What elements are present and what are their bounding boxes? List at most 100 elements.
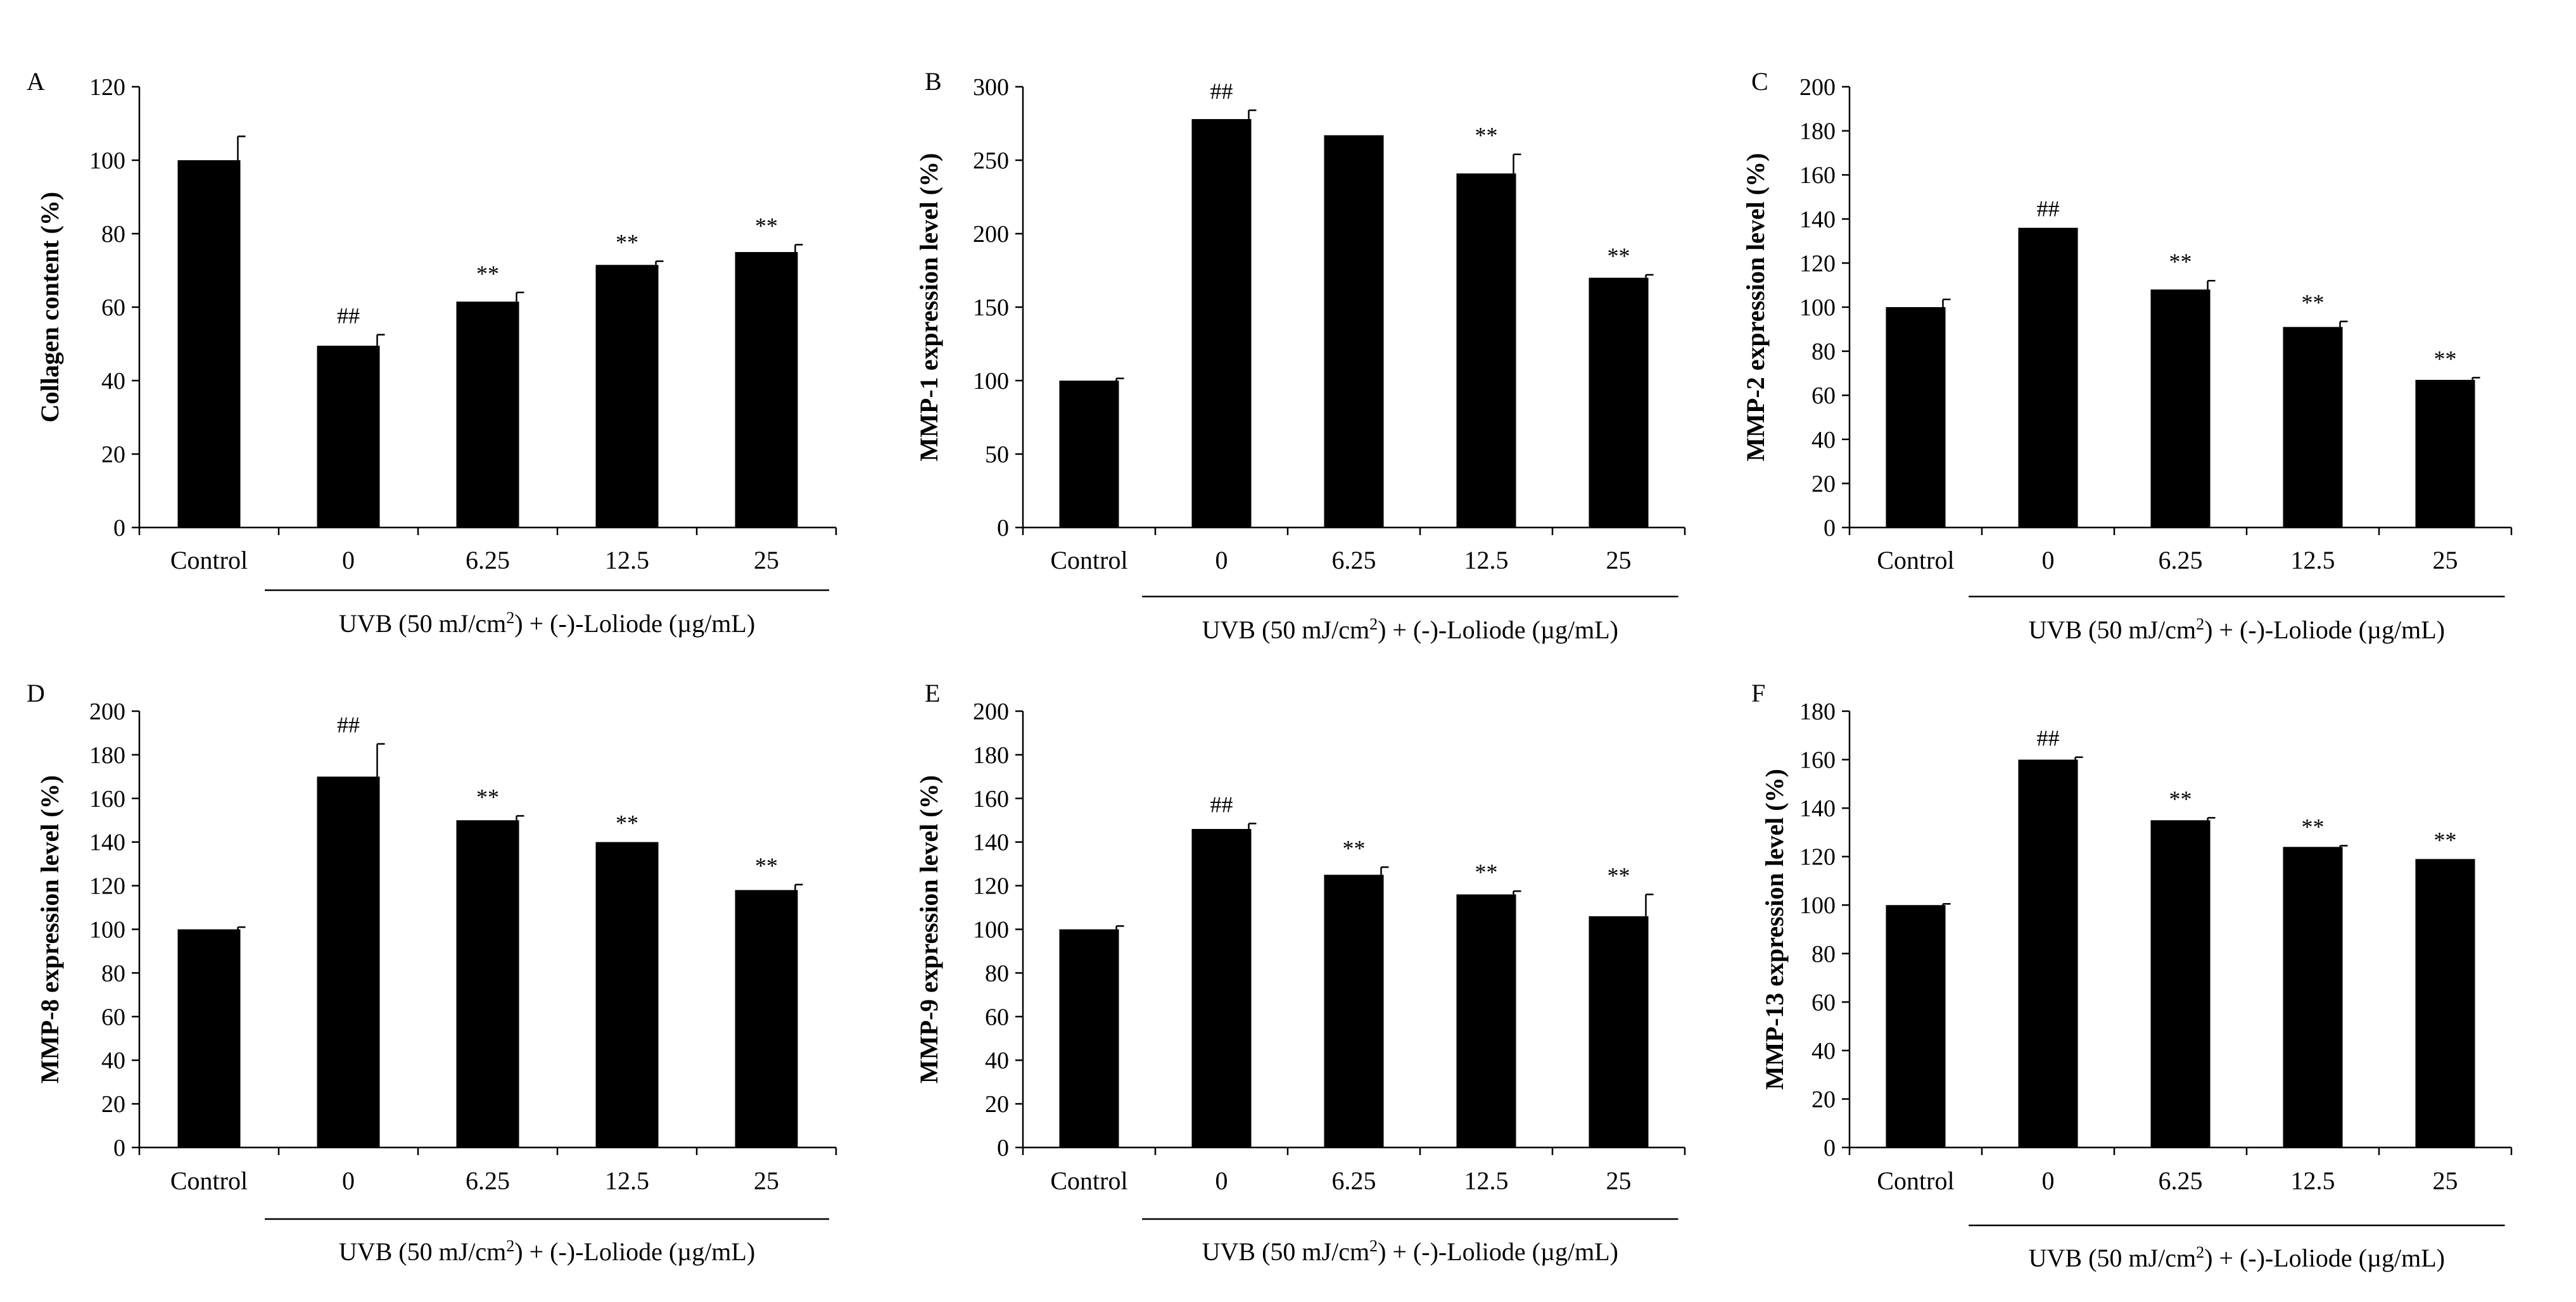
y-tick-label-e: 200 — [973, 698, 1009, 725]
x-tick-label-a-2: 6.25 — [466, 546, 510, 574]
x-tick-label-b-3: 12.5 — [1464, 546, 1509, 574]
y-tick-label-c: 0 — [1824, 515, 1836, 541]
y-axis-label-f: MMP-13 expression level (%) — [1760, 769, 1789, 1090]
y-tick-label-b: 300 — [973, 74, 1009, 101]
y-tick-label-a: 0 — [113, 515, 125, 541]
y-tick-label-a: 20 — [101, 441, 125, 468]
y-tick-label-f: 20 — [1811, 1086, 1836, 1113]
x-tick-label-b-1: 0 — [1215, 546, 1228, 574]
significance-label-e-3: ** — [1475, 859, 1498, 885]
y-tick-label-d: 180 — [89, 742, 125, 769]
y-tick-label-a: 120 — [89, 74, 125, 101]
y-tick-label-e: 80 — [985, 960, 1009, 987]
y-tick-label-c: 160 — [1799, 162, 1836, 189]
significance-label-b-4: ** — [1608, 243, 1630, 269]
bar-d-0 — [177, 929, 241, 1147]
y-tick-label-e: 120 — [973, 873, 1009, 900]
bar-f-3 — [2283, 847, 2343, 1147]
y-tick-label-f: 100 — [1799, 892, 1836, 919]
significance-label-e-2: ** — [1343, 835, 1366, 861]
group-label-b: UVB (50 mJ/cm2) + (-)-Loliode (µg/mL) — [1202, 615, 1618, 644]
significance-label-d-4: ** — [755, 853, 778, 878]
x-tick-label-a-1: 0 — [342, 546, 355, 574]
bar-e-4 — [1589, 916, 1649, 1147]
y-tick-label-a: 40 — [101, 368, 125, 395]
group-label-a: UVB (50 mJ/cm2) + (-)-Loliode (µg/mL) — [339, 609, 755, 638]
bar-d-2 — [456, 820, 519, 1147]
y-tick-label-f: 60 — [1811, 989, 1836, 1016]
y-axis-label-c: MMP-2 expression level (%) — [1741, 153, 1770, 462]
bar-f-2 — [2150, 820, 2211, 1147]
significance-label-b-1: ## — [1210, 79, 1233, 104]
significance-label-e-4: ** — [1608, 863, 1630, 888]
y-tick-label-d: 160 — [89, 786, 125, 812]
chart-panel-f: F 0 20 40 60 80 100 120 140 160 180 MMP-13 expressi… — [1751, 679, 2513, 1272]
x-tick-label-e-4: 25 — [1606, 1166, 1632, 1195]
chart-panel-d: D 0 20 40 60 80 100 120 140 160 180 200 MMP-8 expres… — [27, 679, 837, 1266]
x-tick-label-d-0: Control — [170, 1166, 248, 1195]
y-tick-label-e: 100 — [973, 917, 1009, 944]
y-tick-label-d: 20 — [101, 1091, 125, 1118]
significance-label-d-1: ## — [337, 712, 360, 738]
x-tick-label-c-3: 12.5 — [2291, 546, 2335, 574]
y-tick-label-d: 0 — [113, 1135, 125, 1161]
bar-b-4 — [1589, 277, 1649, 528]
bar-d-3 — [595, 842, 659, 1147]
significance-label-c-4: ** — [2434, 346, 2457, 371]
y-axis-label-d: MMP-8 expression level (%) — [35, 775, 64, 1084]
significance-label-b-3: ** — [1475, 123, 1498, 148]
y-tick-label-f: 40 — [1811, 1038, 1836, 1065]
x-tick-label-d-2: 6.25 — [466, 1166, 510, 1195]
significance-label-d-2: ** — [476, 784, 499, 809]
y-tick-label-c: 20 — [1811, 471, 1836, 497]
bar-f-4 — [2415, 859, 2475, 1147]
significance-label-a-3: ** — [616, 230, 638, 255]
x-tick-label-a-0: Control — [170, 546, 248, 574]
x-tick-label-a-3: 12.5 — [605, 546, 649, 574]
y-tick-label-b: 150 — [973, 294, 1009, 321]
x-tick-label-f-3: 12.5 — [2291, 1166, 2335, 1195]
group-label-e: UVB (50 mJ/cm2) + (-)-Loliode (µg/mL) — [1202, 1237, 1618, 1266]
chart-panel-c: C 0 20 40 60 80 100 120 140 160 180 200 MMP-2 expres… — [1741, 67, 2513, 644]
y-tick-label-b: 100 — [973, 368, 1009, 395]
y-tick-label-a: 80 — [101, 221, 125, 248]
y-tick-label-b: 50 — [985, 441, 1009, 468]
y-axis-label-a: Collagen content (%) — [35, 192, 64, 422]
y-tick-label-f: 140 — [1799, 795, 1836, 822]
y-tick-label-c: 200 — [1799, 74, 1836, 101]
significance-label-d-3: ** — [616, 811, 638, 836]
significance-label-a-4: ** — [755, 213, 778, 238]
bar-c-4 — [2415, 379, 2475, 528]
x-tick-label-c-1: 0 — [2042, 546, 2055, 574]
y-tick-label-e: 20 — [985, 1091, 1009, 1118]
bar-f-1 — [2018, 759, 2078, 1147]
x-tick-label-d-1: 0 — [342, 1166, 355, 1195]
bar-a-4 — [735, 252, 798, 528]
y-tick-label-f: 0 — [1824, 1135, 1836, 1161]
panel-letter-b: B — [925, 67, 942, 96]
x-tick-label-e-2: 6.25 — [1332, 1166, 1376, 1195]
bar-d-1 — [317, 776, 380, 1147]
y-tick-label-d: 200 — [89, 698, 125, 725]
significance-label-f-4: ** — [2434, 827, 2457, 852]
y-tick-label-e: 60 — [985, 1004, 1009, 1030]
y-tick-label-e: 0 — [997, 1135, 1009, 1161]
x-tick-label-f-2: 6.25 — [2159, 1166, 2203, 1195]
panel-letter-a: A — [27, 67, 45, 96]
x-tick-label-d-3: 12.5 — [605, 1166, 649, 1195]
y-tick-label-d: 80 — [101, 960, 125, 987]
panel-letter-f: F — [1751, 679, 1765, 707]
significance-label-f-3: ** — [2302, 814, 2325, 839]
y-tick-label-c: 100 — [1799, 294, 1836, 321]
y-tick-label-a: 100 — [89, 148, 125, 174]
bar-a-3 — [595, 265, 659, 528]
bar-a-0 — [177, 160, 241, 528]
y-tick-label-d: 40 — [101, 1047, 125, 1074]
bar-e-2 — [1324, 875, 1384, 1147]
significance-label-a-2: ** — [476, 261, 499, 286]
y-tick-label-c: 40 — [1811, 427, 1836, 453]
x-tick-label-c-2: 6.25 — [2159, 546, 2203, 574]
